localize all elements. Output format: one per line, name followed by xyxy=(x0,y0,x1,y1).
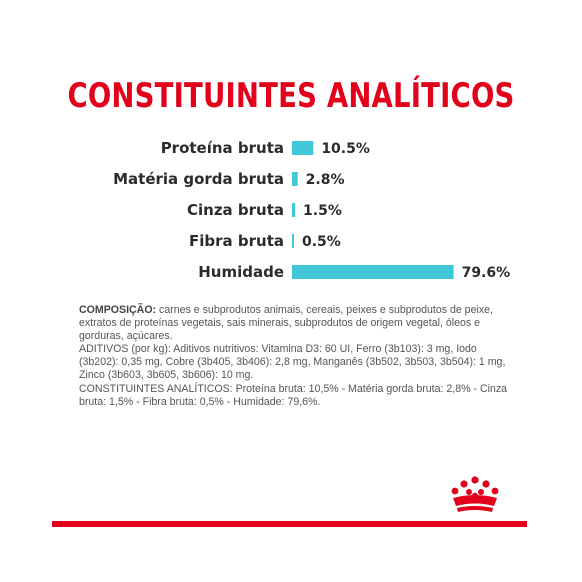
chart-title: CONSTITUINTES ANALÍTICOS xyxy=(67,76,515,116)
value-label: 2.8% xyxy=(306,172,345,188)
category-label: Cinza bruta xyxy=(187,201,284,219)
composition-block: COMPOSIÇÃO: carnes e subprodutos animais… xyxy=(79,304,509,409)
bar xyxy=(292,172,298,186)
bar xyxy=(292,234,294,248)
category-label: Proteína bruta xyxy=(161,139,284,157)
composition-paragraph: COMPOSIÇÃO: carnes e subprodutos animais… xyxy=(79,304,509,343)
bar xyxy=(292,203,296,217)
category-label: Humidade xyxy=(198,263,284,281)
bottom-rule xyxy=(52,521,527,527)
bar xyxy=(292,265,454,279)
value-label: 10.5% xyxy=(321,141,370,157)
category-label: Fibra bruta xyxy=(189,232,284,250)
value-label: 1.5% xyxy=(303,203,342,219)
bar xyxy=(292,141,314,155)
crown-icon xyxy=(451,476,499,512)
value-label: 79.6% xyxy=(462,265,511,281)
composition-heading: COMPOSIÇÃO: xyxy=(79,304,157,316)
additives-paragraph: ADITIVOS (por kg): Aditivos nutritivos: … xyxy=(79,343,506,382)
category-label: Matéria gorda bruta xyxy=(113,170,284,188)
composition-text: carnes e subprodutos animais, cereais, p… xyxy=(79,304,493,343)
bar-chart: Proteína bruta 10.5% Matéria gorda bruta 2.… xyxy=(113,139,511,281)
value-label: 0.5% xyxy=(302,234,341,250)
analytical-paragraph: CONSTITUINTES ANALÍTICOS: Proteína bruta… xyxy=(79,382,508,408)
